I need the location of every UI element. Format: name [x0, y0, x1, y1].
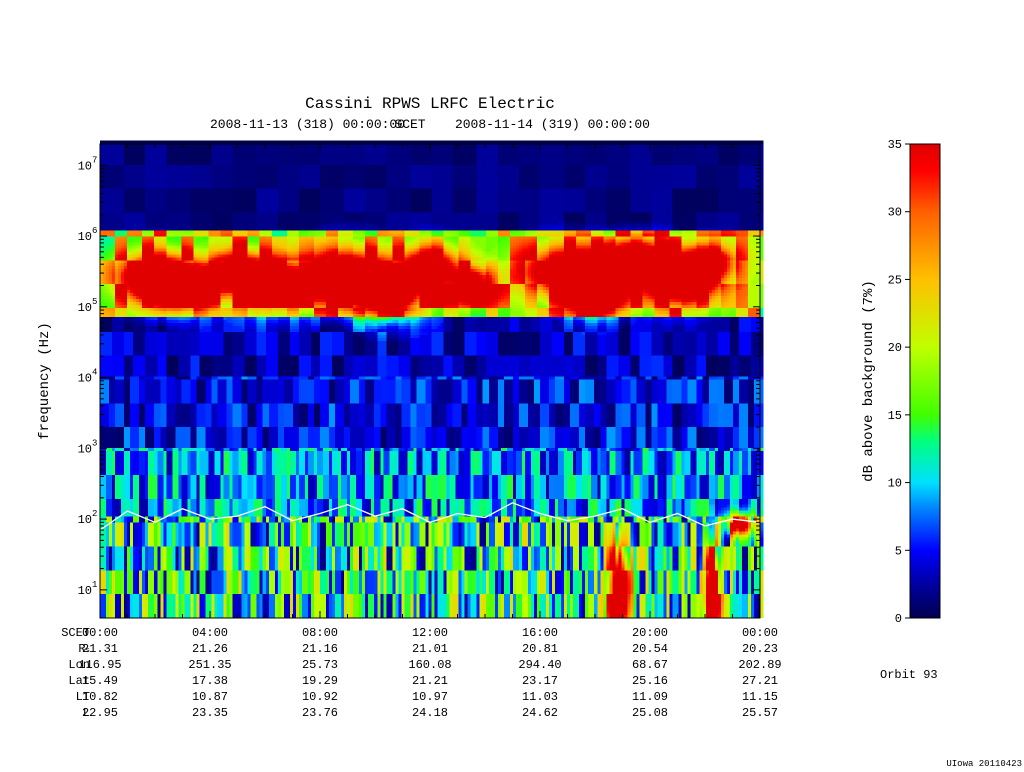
info-cell: 20:00	[632, 626, 668, 640]
figure: Cassini RPWS LRFC Electric 2008-11-13 (31…	[0, 0, 1024, 768]
plot-subtitle-left: 2008-11-13 (318) 00:00:00	[210, 117, 405, 132]
info-cell: 25.73	[302, 658, 338, 672]
info-cell: 23.35	[192, 706, 228, 720]
colorbar-tick-label: 20	[888, 341, 902, 355]
info-cell: 202.89	[738, 658, 781, 672]
y-tick-exp: 5	[92, 297, 97, 307]
orbit-label: Orbit 93	[880, 668, 938, 682]
colorbar-tick-label: 10	[888, 477, 902, 491]
info-cell: 11.03	[522, 690, 558, 704]
y-tick-exp: 3	[92, 438, 97, 448]
info-cell: 20.23	[742, 642, 778, 656]
footer-stamp: UIowa 20110423	[946, 759, 1022, 768]
info-cell: 25.08	[632, 706, 668, 720]
info-cell: 10.82	[82, 690, 118, 704]
y-tick-label: 10	[78, 442, 92, 456]
info-cell: 251.35	[188, 658, 231, 672]
info-cell: 08:00	[302, 626, 338, 640]
y-tick-exp: 4	[92, 368, 97, 378]
info-cell: 68.67	[632, 658, 668, 672]
info-cell: 20.54	[632, 642, 668, 656]
info-cell: 294.40	[518, 658, 561, 672]
info-cell: 12:00	[412, 626, 448, 640]
y-tick-exp: 2	[92, 509, 97, 519]
y-tick-label: 10	[78, 159, 92, 173]
info-cell: 21.21	[412, 674, 448, 688]
info-cell: 20.81	[522, 642, 558, 656]
y-tick-label: 10	[78, 584, 92, 598]
info-cell: 24.62	[522, 706, 558, 720]
info-cell: 15.49	[82, 674, 118, 688]
info-cell: 27.21	[742, 674, 778, 688]
info-cell: 10.97	[412, 690, 448, 704]
y-axis-label: frequency (Hz)	[37, 322, 53, 440]
info-cell: 21.26	[192, 642, 228, 656]
info-cell: 10.92	[302, 690, 338, 704]
info-cell: 11.15	[742, 690, 778, 704]
info-cell: 11.09	[632, 690, 668, 704]
y-tick-label: 10	[78, 301, 92, 315]
colorbar	[910, 144, 940, 618]
info-cell: 04:00	[192, 626, 228, 640]
y-tick-exp: 1	[92, 580, 97, 590]
y-tick-label: 10	[78, 513, 92, 527]
colorbar-tick-label: 30	[888, 206, 902, 220]
info-cell: 17.38	[192, 674, 228, 688]
colorbar-tick-label: 35	[888, 138, 902, 152]
spectrogram	[100, 140, 764, 618]
colorbar-tick-label: 25	[888, 273, 902, 287]
info-cell: 10.87	[192, 690, 228, 704]
info-cell: 23.76	[302, 706, 338, 720]
info-cell: 19.29	[302, 674, 338, 688]
colorbar-tick-label: 5	[895, 544, 902, 558]
info-cell: 160.08	[408, 658, 451, 672]
info-cell: 116.95	[78, 658, 121, 672]
info-cell: 25.57	[742, 706, 778, 720]
plot-title: Cassini RPWS LRFC Electric	[305, 95, 555, 113]
info-cell: 16:00	[522, 626, 558, 640]
y-tick-label: 10	[78, 230, 92, 244]
info-cell: 23.17	[522, 674, 558, 688]
plot-subtitle-right: 2008-11-14 (319) 00:00:00	[455, 117, 650, 132]
colorbar-tick-label: 15	[888, 409, 902, 423]
info-cell: 24.18	[412, 706, 448, 720]
info-cell: 21.16	[302, 642, 338, 656]
info-cell: 00:00	[742, 626, 778, 640]
colorbar-label: dB above background (7%)	[861, 280, 877, 482]
info-cell: 21.01	[412, 642, 448, 656]
info-cell: 22.95	[82, 706, 118, 720]
colorbar-tick-label: 0	[895, 612, 902, 626]
y-tick-exp: 7	[92, 155, 97, 165]
info-cell: 25.16	[632, 674, 668, 688]
y-tick-label: 10	[78, 372, 92, 386]
plot-subtitle-mid: SCET	[394, 117, 425, 132]
y-tick-exp: 6	[92, 226, 97, 236]
info-cell: 00:00	[82, 626, 118, 640]
info-cell: 21.31	[82, 642, 118, 656]
